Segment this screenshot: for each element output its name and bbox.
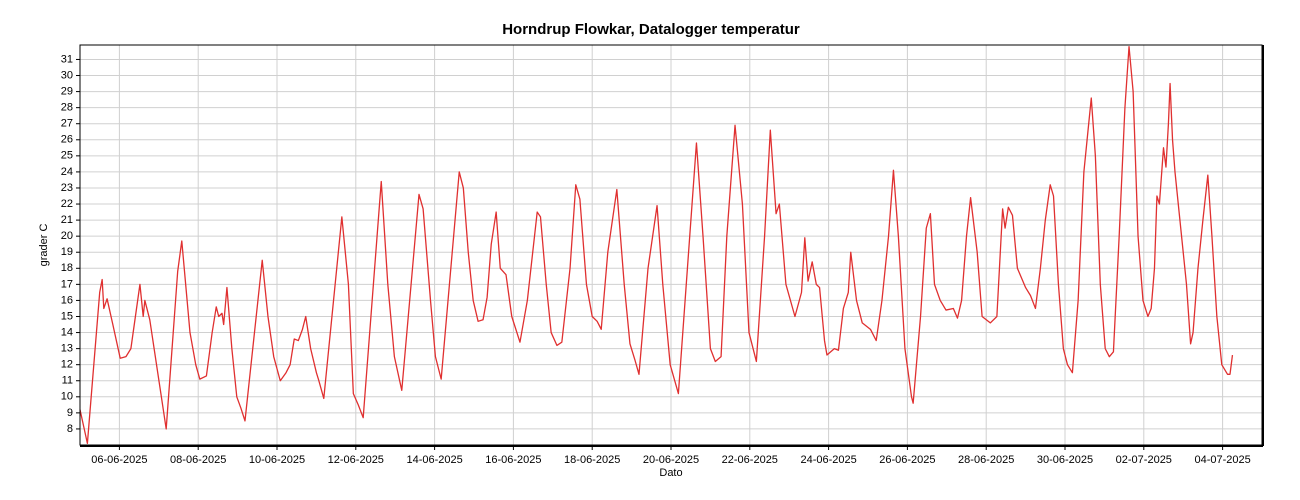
y-tick-label: 9 (67, 407, 73, 419)
y-tick-label: 29 (61, 85, 73, 97)
data-line (79, 45, 1234, 445)
x-tick-label: 16-06-2025 (485, 454, 541, 466)
y-tick-label: 18 (61, 262, 73, 274)
y-tick-label: 24 (61, 166, 73, 178)
plot (79, 45, 1234, 445)
x-tick-label: 20-06-2025 (643, 454, 699, 466)
grid: 8 9 10 11 12 13 14 15 16 17 18 19 20 21 22 23 24 25 26 27 28… (61, 45, 1262, 466)
y-tick-label: 11 (62, 375, 73, 387)
x-tick-label: 18-06-2025 (564, 454, 620, 466)
x-tick-label: 06-06-2025 (91, 454, 147, 466)
x-tick-label: 14-06-2025 (406, 454, 462, 466)
y-tick-label: 30 (61, 69, 73, 81)
y-tick-label: 10 (61, 391, 73, 403)
x-tick-label: 08-06-2025 (170, 454, 226, 466)
x-tick-label: 22-06-2025 (722, 454, 778, 466)
y-tick-label: 27 (61, 118, 73, 130)
y-axis-label: grader C (38, 224, 50, 267)
y-tick-label: 23 (61, 182, 73, 194)
x-tick-label: 12-06-2025 (328, 454, 384, 466)
y-tick-label: 16 (61, 294, 73, 306)
y-tick-label: 20 (61, 230, 73, 242)
y-tick-label: 21 (61, 214, 73, 226)
y-tick-label: 25 (61, 150, 73, 162)
y-tick-label: 14 (61, 326, 73, 338)
y-tick-label: 17 (61, 278, 73, 290)
y-tick-label: 15 (61, 310, 73, 322)
x-axis-label: Dato (659, 467, 682, 479)
y-tick-label: 8 (67, 423, 73, 435)
y-tick-label: 12 (61, 359, 73, 371)
y-tick-label: 28 (61, 102, 73, 114)
x-tick-label: 04-07-2025 (1194, 454, 1250, 466)
x-tick-label: 30-06-2025 (1037, 454, 1093, 466)
x-tick-label: 02-07-2025 (1116, 454, 1172, 466)
y-tick-label: 31 (61, 53, 73, 65)
y-tick-label: 26 (61, 134, 73, 146)
y-tick-label: 22 (61, 198, 73, 210)
x-tick-label: 10-06-2025 (249, 454, 305, 466)
x-tick-label: 28-06-2025 (958, 454, 1014, 466)
y-tick-label: 13 (61, 343, 73, 355)
x-tick-label: 24-06-2025 (800, 454, 856, 466)
x-tick-label: 26-06-2025 (879, 454, 935, 466)
chart-title: Horndrup Flowkar, Datalogger temperatur (502, 21, 800, 38)
y-tick-label: 19 (61, 246, 73, 258)
